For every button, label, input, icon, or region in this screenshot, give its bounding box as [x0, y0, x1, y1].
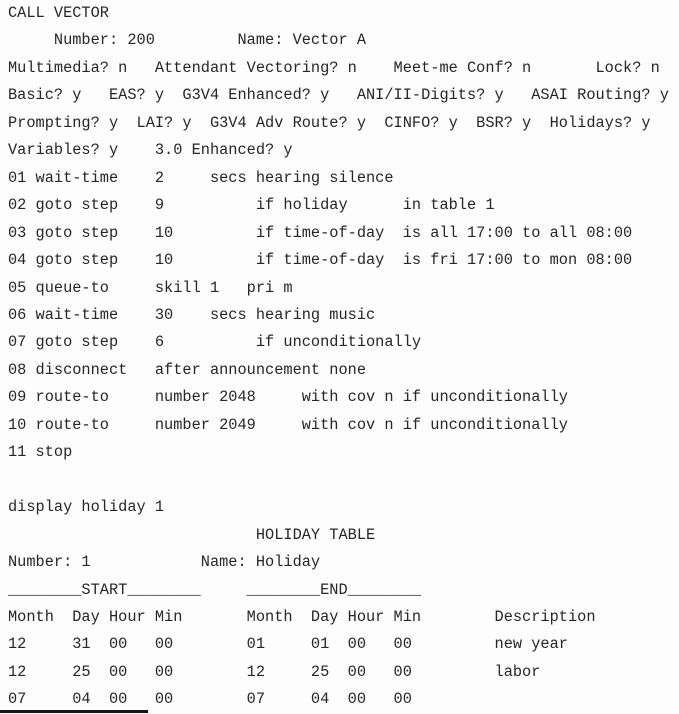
vector-options-line-3: Prompting? y LAI? y G3V4 Adv Route? y CI… [8, 113, 651, 132]
blank-line [0, 467, 679, 494]
vector-number-name-line: Number: 200 Name: Vector A [8, 31, 367, 50]
holiday-row-3: 07 04 00 00 07 04 00 00 [8, 690, 412, 709]
vector-step-04: 04 goto step 10 if time-of-day is fri 17… [8, 251, 633, 270]
holiday-row-2: 12 25 00 00 12 25 00 00 labor [8, 662, 541, 681]
vector-step-10: 10 route-to number 2049 with cov n if un… [8, 415, 568, 434]
vector-options-line-4: Variables? y 3.0 Enhanced? y [8, 141, 293, 160]
display-holiday-command: display holiday 1 [8, 498, 165, 517]
holiday-start-end-header: ________START________ ________END_______… [8, 580, 422, 599]
holiday-number-name-line: Number: 1 Name: Holiday [8, 553, 321, 572]
cutoff-next-line-fragment [0, 710, 148, 713]
vector-step-03: 03 goto step 10 if time-of-day is all 17… [8, 223, 633, 242]
holiday-columns-header: Month Day Hour Min Month Day Hour Min De… [8, 607, 596, 626]
vector-step-06: 06 wait-time 30 secs hearing music [8, 305, 376, 324]
call-vector-title: CALL VECTOR [8, 4, 109, 22]
vector-step-05: 05 queue-to skill 1 pri m [8, 278, 293, 297]
holiday-table-title: HOLIDAY TABLE [8, 525, 376, 544]
vector-step-11: 11 stop [8, 443, 73, 462]
vector-step-07: 07 goto step 6 if unconditionally [8, 333, 422, 352]
holiday-row-1: 12 31 00 00 01 01 00 00 new year [8, 635, 568, 654]
vector-step-01: 01 wait-time 2 secs hearing silence [8, 168, 394, 187]
vector-options-line-2: Basic? y EAS? y G3V4 Enhanced? y ANI/II-… [8, 86, 669, 105]
vector-step-02: 02 goto step 9 if holiday in table 1 [8, 196, 495, 215]
vector-step-09: 09 route-to number 2048 with cov n if un… [8, 388, 568, 407]
vector-step-08: 08 disconnect after announcement none [8, 360, 367, 379]
vector-options-line-1: Multimedia? n Attendant Vectoring? n Mee… [8, 58, 660, 77]
